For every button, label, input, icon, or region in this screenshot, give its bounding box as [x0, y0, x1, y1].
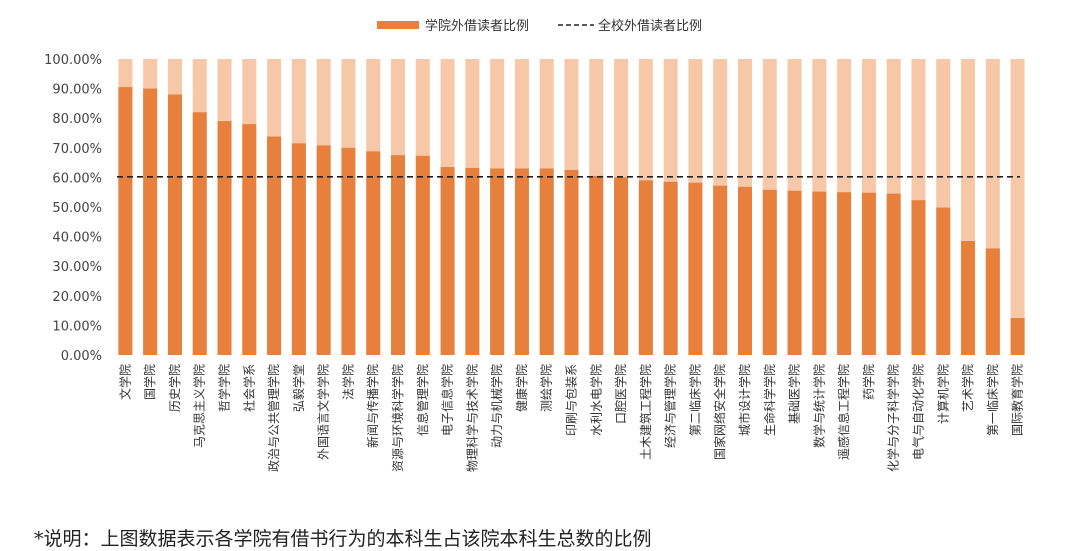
x-tick-label: 第二临床学院 [687, 364, 702, 436]
bar [490, 168, 505, 355]
legend-swatch-bars [377, 21, 419, 29]
y-tick-label: 10.00% [52, 319, 102, 334]
bar [663, 181, 678, 355]
bars [118, 59, 1025, 356]
bar [391, 155, 406, 355]
x-tick-label: 哲学学院 [217, 364, 232, 412]
bar [787, 190, 802, 355]
legend-label-bars: 学院外借读者比例 [425, 18, 529, 34]
x-tick-label: 数学与统计学院 [811, 364, 826, 448]
x-tick-label: 遥感信息工程学院 [836, 364, 851, 460]
bar [341, 147, 356, 355]
x-tick-label: 电子信息学院 [440, 364, 455, 436]
bar [737, 186, 752, 355]
x-tick-label: 经济与管理学院 [663, 364, 678, 448]
y-tick-label: 90.00% [52, 83, 102, 98]
bar [589, 175, 604, 355]
bar [167, 94, 182, 356]
bar [911, 200, 926, 355]
bar [415, 155, 430, 355]
x-tick-label: 化学与分子科学学院 [886, 364, 901, 472]
x-tick-label: 物理科学与技术学院 [464, 364, 479, 472]
x-tick-label: 健康学院 [514, 364, 529, 412]
bar [614, 177, 629, 355]
bar [465, 167, 480, 355]
x-tick-label: 国家网络安全学院 [712, 364, 727, 460]
x-tick-label: 水利水电学院 [588, 364, 603, 436]
bar [564, 170, 579, 355]
bar [217, 121, 232, 355]
y-tick-label: 20.00% [52, 290, 102, 305]
x-tick-label: 艺术学院 [960, 364, 975, 412]
bar [762, 189, 777, 355]
bar-background [1010, 59, 1025, 355]
bar [1010, 318, 1025, 355]
x-tick-label: 文学院 [117, 364, 132, 400]
x-tick-label: 法学院 [340, 364, 355, 400]
bar [366, 151, 381, 355]
x-tick-label: 社会学系 [241, 364, 256, 412]
legend: 学院外借读者比例 全校外借读者比例 [377, 18, 702, 34]
bar [812, 191, 827, 355]
bar [118, 87, 133, 356]
bar [961, 241, 976, 355]
bar [539, 168, 554, 355]
bar [267, 136, 282, 355]
x-tick-label: 印刷与包装系 [565, 364, 579, 436]
bar [985, 248, 1000, 355]
x-tick-label: 口腔医学院 [613, 364, 628, 424]
bar [242, 124, 257, 356]
bar [861, 192, 876, 355]
x-tick-label: 新闻与传播学院 [365, 364, 380, 448]
bar [192, 112, 207, 355]
legend-label-reference: 全校外借读者比例 [598, 18, 702, 34]
bar [638, 180, 653, 355]
bar [143, 88, 158, 355]
bar [837, 192, 852, 355]
y-tick-label: 40.00% [52, 231, 102, 246]
x-tick-label: 计算机学院 [935, 364, 950, 424]
y-tick-label: 100.00% [44, 53, 102, 68]
x-tick-label: 土木建筑工程学院 [638, 364, 653, 460]
bar [291, 143, 306, 355]
x-tick-label: 弘毅学堂 [291, 364, 306, 412]
y-axis: 0.00% 10.00% 20.00% 30.00% 40.00% 50.00% 60.00… [44, 53, 102, 364]
x-tick-label: 政治与公共管理学院 [266, 364, 281, 472]
bar [514, 168, 529, 355]
x-tick-label: 城市设计学院 [737, 364, 752, 436]
x-tick-label: 动力与机械学院 [489, 364, 504, 448]
x-tick-label: 国学院 [142, 364, 157, 400]
x-tick-label: 生命科学学院 [762, 364, 777, 436]
x-tick-label: 外国语言文学学院 [316, 364, 331, 460]
y-tick-label: 0.00% [61, 349, 102, 364]
y-tick-label: 30.00% [52, 260, 102, 275]
bar [886, 193, 901, 355]
x-tick-label: 药学院 [861, 364, 876, 400]
x-tick-label: 国际教育学院 [1010, 364, 1025, 436]
x-tick-label: 电气与自动化学院 [910, 364, 925, 460]
y-tick-label: 60.00% [52, 171, 102, 186]
x-tick-label: 测绘学院 [539, 364, 554, 412]
bar [936, 207, 951, 355]
x-tick-label: 第一临床学院 [985, 364, 1000, 436]
bar [713, 185, 728, 355]
bar [688, 182, 703, 355]
y-tick-label: 50.00% [52, 201, 102, 216]
x-tick-label: 历史学院 [167, 364, 182, 412]
bar [440, 167, 455, 355]
y-tick-label: 80.00% [52, 112, 102, 127]
x-tick-label: 马克思主义学院 [192, 364, 207, 448]
x-axis: 文学院 国学院 历史学院 马克思主义学院 哲学学院 社会学系 政治与公共管理学院 弘毅学堂 外国… [117, 364, 1024, 472]
footnote: *说明：上图数据表示各学院有借书行为的本科生占该院本科生总数的比例 [34, 528, 652, 550]
x-tick-label: 资源与环境科学学院 [390, 364, 405, 472]
x-tick-label: 基础医学院 [787, 364, 802, 424]
bar [316, 145, 331, 355]
x-tick-label: 信息管理学院 [415, 364, 430, 436]
y-tick-label: 70.00% [52, 142, 102, 157]
